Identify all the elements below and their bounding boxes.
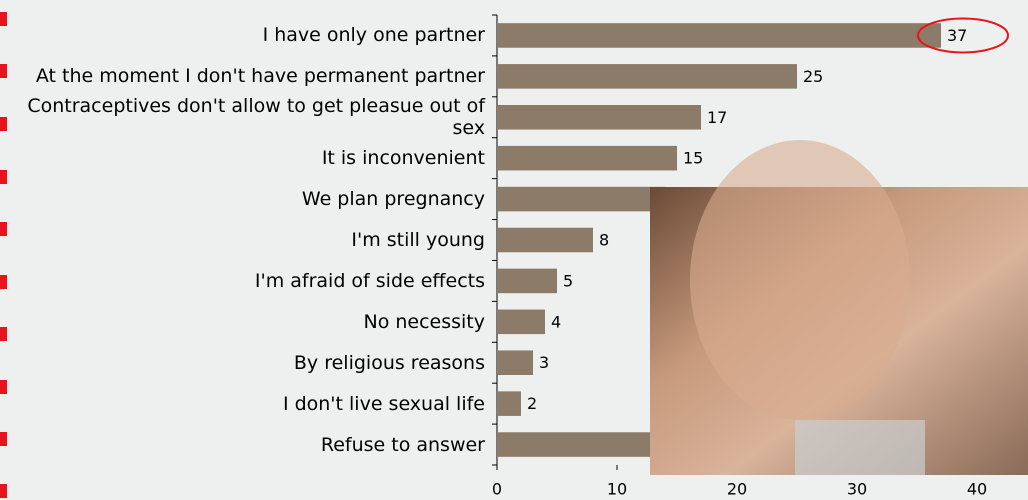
bar (497, 23, 941, 48)
category-label: It is inconvenient (0, 147, 485, 169)
category-label: I'm still young (0, 229, 485, 251)
bar (497, 310, 545, 335)
bar (497, 228, 593, 253)
data-label: 15 (683, 149, 703, 168)
category-label: We plan pregnancy (0, 188, 485, 210)
data-label: 25 (803, 67, 823, 86)
x-tick-label: 20 (727, 480, 747, 499)
category-label: At the moment I don't have permanent par… (0, 65, 485, 87)
data-label: 2 (527, 394, 537, 413)
category-label: I don't live sexual life (0, 393, 485, 415)
data-label: 37 (947, 26, 967, 45)
category-label: No necessity (0, 311, 485, 333)
data-label: 4 (551, 312, 561, 331)
bar (497, 146, 677, 171)
data-label: 17 (707, 108, 727, 127)
photo-glass (795, 420, 925, 475)
bar (497, 64, 797, 89)
category-label: I have only one partner (0, 24, 485, 46)
bar (497, 105, 701, 130)
bar (497, 350, 533, 375)
photo-face (690, 140, 910, 420)
bar (497, 432, 653, 457)
category-label: I'm afraid of side effects (0, 270, 485, 292)
category-label: By religious reasons (0, 352, 485, 374)
data-label: 8 (599, 231, 609, 250)
x-tick-label: 10 (607, 480, 627, 499)
bar (497, 187, 665, 212)
x-tick-label: 30 (847, 480, 867, 499)
bar (497, 391, 521, 416)
category-label: Contraceptives don't allow to get pleasu… (0, 95, 485, 139)
page: 01020304037251715148543213 I have only o… (0, 0, 1028, 500)
category-label: Refuse to answer (0, 434, 485, 456)
x-tick-label: 0 (492, 480, 502, 499)
x-tick-label: 40 (967, 480, 987, 499)
bar (497, 269, 557, 294)
data-label: 5 (563, 271, 573, 290)
data-label: 3 (539, 353, 549, 372)
